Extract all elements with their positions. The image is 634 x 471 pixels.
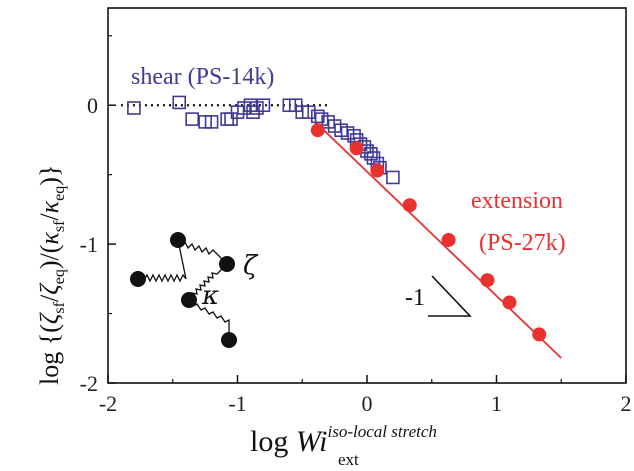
y-axis-ticks: 0 -1 -2 (80, 35, 116, 396)
y-label-part: )/( (35, 245, 64, 270)
extension-point (441, 232, 456, 247)
shear-point (204, 115, 219, 129)
extension-point (502, 295, 517, 310)
x-label-main: Wi (296, 425, 328, 458)
bead-5 (221, 332, 237, 348)
y-tick-label: 0 (87, 93, 98, 118)
spring-top (177, 239, 228, 265)
x-axis-label: log Wiiso-local stretch (250, 422, 437, 458)
spring-left (137, 239, 187, 283)
y-label-sub: eq (51, 269, 68, 284)
x-label-prefix: log (250, 425, 296, 458)
y-label-greek: κ (35, 200, 64, 213)
shear-point (185, 112, 199, 126)
y-label-part: log {( (35, 324, 64, 385)
extension-point (480, 273, 495, 288)
x-tick-label: 2 (621, 391, 632, 416)
y-label-greek: ζ (35, 312, 64, 324)
y-label-part: / (35, 213, 64, 221)
extension-point (349, 141, 364, 156)
extension-point (370, 163, 385, 178)
extension-point (402, 198, 417, 213)
y-axis-label: log {(ζsf/ζeq)/(κsf/κeq)} (35, 165, 68, 385)
shear-annotation: shear (PS-14k) (131, 64, 274, 90)
x-tick-label: -1 (228, 391, 246, 416)
bead-1 (130, 271, 146, 287)
shear-point (256, 98, 271, 113)
x-axis-ticks: -2 -1 0 1 2 (99, 375, 632, 416)
y-tick-label: -2 (80, 371, 98, 396)
shear-point (172, 95, 187, 110)
extension-point (310, 123, 325, 138)
x-tick-label: -2 (99, 391, 117, 416)
shear-point (246, 105, 260, 119)
reference-lines (120, 104, 562, 359)
y-label-part: / (35, 294, 64, 302)
extension-annotation-line1: extension (471, 188, 563, 214)
y-tick-label: -1 (80, 232, 98, 257)
y-label-greek: κ (35, 232, 64, 245)
extension-point (532, 327, 547, 342)
kappa-symbol: κ (201, 281, 219, 311)
shear-point (301, 105, 316, 119)
x-tick-label: 0 (362, 391, 373, 416)
series-layer (127, 95, 547, 342)
y-label-part: )} (35, 165, 64, 186)
y-label-sub: sf (51, 220, 68, 232)
spring-middle (188, 263, 228, 301)
bead-4 (181, 292, 197, 308)
extension-fit-line (314, 121, 562, 359)
x-label-superscript: iso-local stretch (328, 422, 437, 441)
zeta-symbol: ζ (243, 251, 259, 281)
y-label-greek: ζ (35, 283, 64, 295)
extension-annotation-line2: (PS-27k) (479, 230, 566, 256)
slope-label: -1 (405, 285, 425, 311)
bead-3 (219, 256, 235, 272)
bead-spring-inset: ζ κ (130, 232, 259, 348)
slope-triangle-lines (428, 275, 472, 317)
shear-point (127, 101, 141, 115)
spring-bottom (188, 299, 230, 340)
y-label-sub: eq (51, 186, 68, 201)
x-label-subscript: ext (338, 450, 359, 469)
bead-2 (170, 232, 186, 248)
shear-point (386, 170, 400, 185)
x-tick-label: 1 (491, 391, 502, 416)
slope-triangle: -1 (405, 275, 472, 317)
y-label-sub: sf (51, 301, 68, 313)
